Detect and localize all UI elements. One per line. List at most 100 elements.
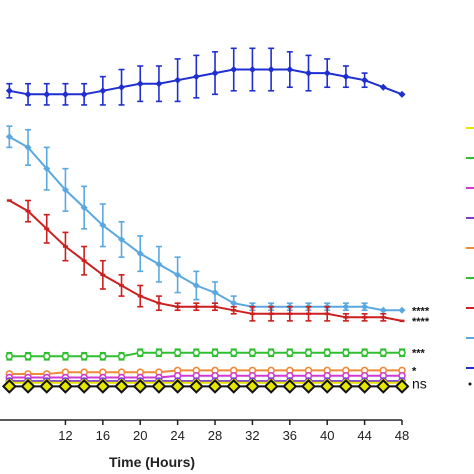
data-point [342, 348, 350, 357]
data-point [338, 378, 354, 394]
x-tick-label: 28 [208, 428, 222, 443]
data-point [5, 133, 13, 141]
series-3-line [8, 199, 403, 322]
data-point [398, 348, 406, 357]
legend [466, 127, 474, 386]
data-point [80, 90, 88, 98]
data-point [155, 260, 163, 268]
data-point [192, 348, 201, 357]
data-point [361, 303, 369, 311]
data-point [24, 143, 32, 151]
data-point [58, 378, 73, 394]
data-point [136, 80, 144, 88]
data-point [99, 87, 107, 95]
data-point [379, 348, 388, 357]
series-4 [5, 348, 406, 361]
data-point [267, 348, 275, 357]
data-point [375, 378, 391, 394]
data-point [230, 299, 238, 307]
data-point [170, 378, 186, 394]
series-2 [5, 125, 406, 314]
series-1 [5, 47, 406, 106]
x-tick-label: 48 [395, 428, 409, 443]
series-3 [6, 199, 405, 323]
series-1-line [9, 68, 403, 96]
data-point [229, 348, 238, 357]
x-axis: 12 16 20 24 28 32 36 40 44 48 Time (Hours) [0, 419, 409, 470]
data-point [305, 69, 313, 77]
data-point [118, 83, 126, 91]
significance-label: *** [412, 348, 426, 360]
data-point [211, 348, 219, 357]
data-point [136, 250, 144, 258]
data-point [5, 87, 13, 95]
data-point [39, 378, 55, 394]
data-point [394, 378, 410, 394]
series-layer [1, 47, 410, 394]
data-point [398, 306, 406, 314]
x-tick-label: 32 [245, 428, 259, 443]
data-point [245, 378, 260, 394]
x-tick-label: 24 [170, 428, 184, 443]
data-point [136, 348, 145, 357]
data-point [319, 378, 335, 394]
data-point [5, 352, 14, 361]
data-point [211, 289, 219, 297]
x-tick-label: 44 [357, 428, 371, 443]
data-point [43, 90, 51, 98]
data-point [174, 76, 182, 84]
data-point [323, 69, 331, 77]
data-point [286, 66, 294, 74]
data-point [342, 303, 350, 311]
data-point [173, 348, 182, 357]
data-point [76, 378, 92, 394]
data-point [42, 352, 51, 361]
data-point [361, 76, 369, 84]
data-point [304, 348, 313, 357]
significance-annotations: ************ns [412, 305, 430, 391]
data-point [20, 378, 36, 394]
data-point [207, 378, 223, 394]
data-point [61, 90, 69, 98]
series-2-line [8, 135, 402, 312]
data-point [61, 186, 69, 194]
data-point [379, 83, 387, 91]
data-point [248, 66, 256, 74]
data-point [188, 378, 204, 394]
data-point [226, 378, 242, 394]
data-point [267, 66, 275, 74]
data-point [282, 378, 298, 394]
data-point [99, 352, 107, 361]
x-axis-title: Time (Hours) [109, 454, 195, 470]
data-point [230, 66, 238, 74]
data-point [99, 221, 107, 229]
x-tick-label: 12 [58, 428, 72, 443]
legend-swatch [468, 382, 472, 386]
x-tick-label: 40 [320, 428, 334, 443]
series-5-line [9, 369, 402, 375]
data-point [1, 378, 17, 394]
series-6-line [9, 374, 402, 379]
data-point [342, 73, 350, 81]
significance-label: **** [412, 316, 430, 328]
data-point [132, 378, 148, 394]
series-9 [1, 378, 410, 394]
x-tick-label: 20 [133, 428, 147, 443]
data-point [357, 378, 373, 394]
data-point [398, 90, 406, 98]
data-point [151, 378, 167, 394]
data-point [286, 348, 294, 357]
data-point [323, 348, 332, 357]
significance-label: **** [412, 305, 430, 317]
data-point [61, 352, 70, 361]
data-point [24, 352, 32, 361]
x-tick-label: 16 [96, 428, 110, 443]
data-point [80, 204, 88, 212]
data-point [155, 80, 163, 88]
significance-label: * [412, 365, 417, 377]
significance-label: ns [412, 376, 427, 392]
data-point [118, 235, 126, 243]
data-point [263, 378, 279, 394]
data-point [24, 90, 32, 98]
